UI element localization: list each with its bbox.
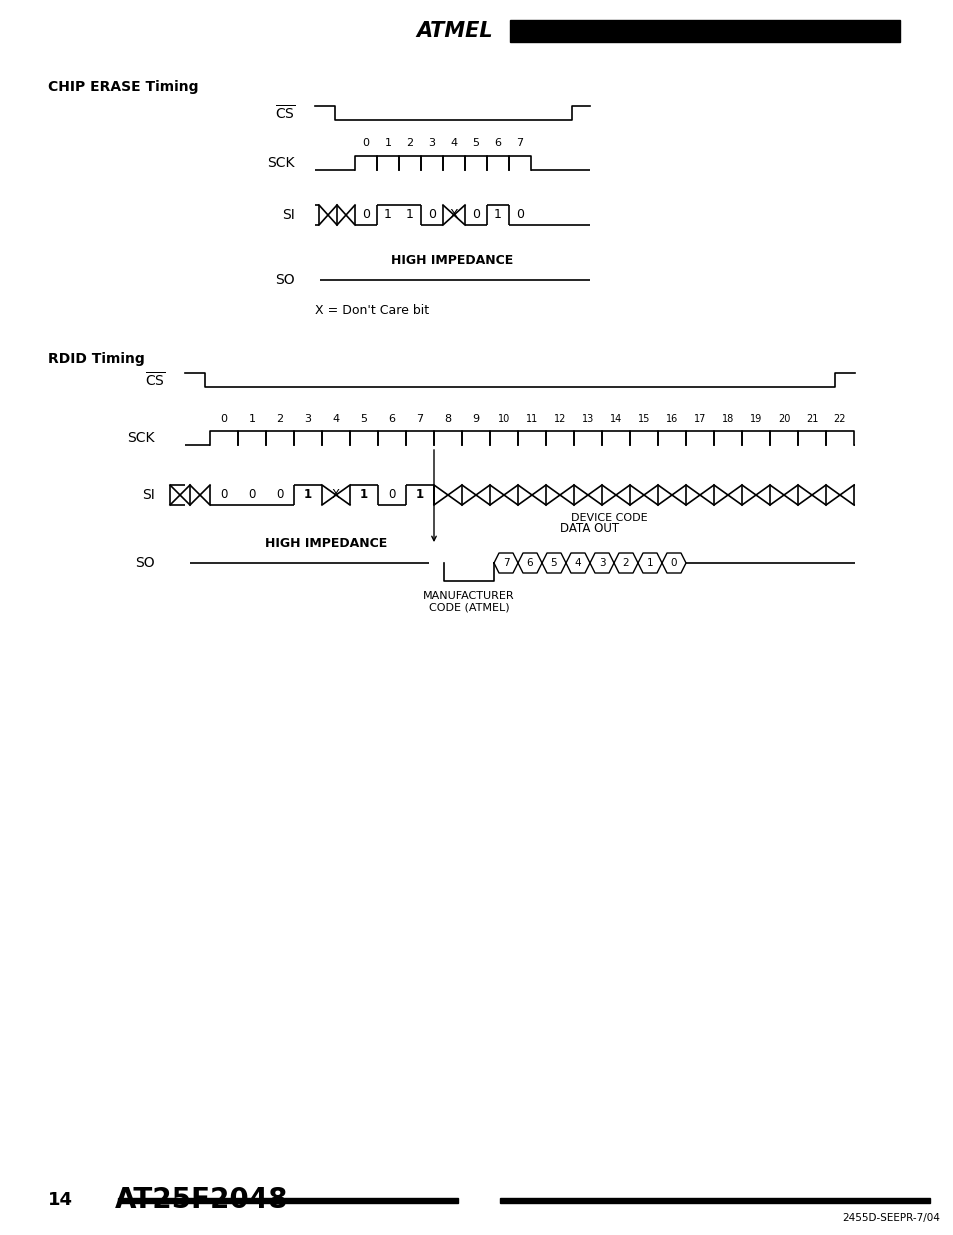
Text: 6: 6 [526,558,533,568]
Text: 0: 0 [388,489,395,501]
Text: 0: 0 [428,209,436,221]
Text: 0: 0 [220,414,227,424]
Text: 0: 0 [670,558,677,568]
Text: SI: SI [142,488,154,501]
Text: 0: 0 [220,489,228,501]
Text: 3: 3 [304,414,312,424]
Text: SCK: SCK [128,431,154,445]
Text: 4: 4 [332,414,339,424]
Text: 1: 1 [304,489,312,501]
Text: 5: 5 [360,414,367,424]
Text: 8: 8 [444,414,451,424]
Text: 7: 7 [516,138,523,148]
Text: 1: 1 [384,138,391,148]
Bar [510,20,899,42]
Text: 0: 0 [361,209,370,221]
Text: CODE (ATMEL): CODE (ATMEL) [428,603,509,613]
Text: 7: 7 [416,414,423,424]
Text: 18: 18 [721,414,734,424]
Bar [499,1198,929,1203]
Text: 21: 21 [805,414,818,424]
Text: 6: 6 [388,414,395,424]
Text: SI: SI [282,207,294,222]
Text: SO: SO [135,556,154,571]
Text: 2455D-SEEPR-7/04: 2455D-SEEPR-7/04 [841,1213,939,1223]
Text: 15: 15 [638,414,650,424]
Text: 7: 7 [502,558,509,568]
Text: 6: 6 [494,138,501,148]
Text: SCK: SCK [267,156,294,170]
Text: 2: 2 [276,414,283,424]
Text: X: X [332,489,339,501]
Text: 2: 2 [622,558,629,568]
Text: 17: 17 [693,414,705,424]
Text: 1: 1 [359,489,368,501]
Text: 1: 1 [248,414,255,424]
Text: 0: 0 [248,489,255,501]
Text: 3: 3 [598,558,604,568]
Text: 0: 0 [472,209,479,221]
Text: AT25F2048: AT25F2048 [115,1186,288,1214]
Text: 5: 5 [472,138,479,148]
Text: 16: 16 [665,414,678,424]
Text: 13: 13 [581,414,594,424]
Text: $\overline{\mathsf{CS}}$: $\overline{\mathsf{CS}}$ [274,104,294,122]
Text: $\overline{\mathsf{CS}}$: $\overline{\mathsf{CS}}$ [144,370,165,389]
Text: 22: 22 [833,414,845,424]
Text: 12: 12 [554,414,565,424]
Text: 1: 1 [416,489,424,501]
Text: 0: 0 [516,209,523,221]
Text: 11: 11 [525,414,537,424]
Text: CHIP ERASE Timing: CHIP ERASE Timing [48,80,198,94]
Text: 1: 1 [384,209,392,221]
Text: 9: 9 [472,414,479,424]
Text: 2: 2 [406,138,414,148]
Text: HIGH IMPEDANCE: HIGH IMPEDANCE [391,254,513,267]
Text: X = Don't Care bit: X = Don't Care bit [314,304,429,316]
Text: 14: 14 [609,414,621,424]
Text: DEVICE CODE: DEVICE CODE [570,513,647,522]
Text: 20: 20 [777,414,789,424]
Text: 4: 4 [450,138,457,148]
Text: 14: 14 [48,1191,73,1209]
Text: ATMEL: ATMEL [416,21,493,41]
Text: HIGH IMPEDANCE: HIGH IMPEDANCE [265,537,387,550]
Text: 1: 1 [494,209,501,221]
Text: 5: 5 [550,558,557,568]
Text: 10: 10 [497,414,510,424]
Text: SO: SO [275,273,294,287]
Text: 0: 0 [362,138,369,148]
Text: X: X [449,209,457,221]
Text: 1: 1 [646,558,653,568]
Bar [118,1198,457,1203]
Text: 1: 1 [406,209,414,221]
Text: 0: 0 [276,489,283,501]
Text: 19: 19 [749,414,761,424]
Text: MANUFACTURER: MANUFACTURER [423,592,515,601]
Text: RDID Timing: RDID Timing [48,352,145,366]
Text: DATA OUT: DATA OUT [559,522,618,535]
Text: 4: 4 [574,558,580,568]
Text: 3: 3 [428,138,435,148]
